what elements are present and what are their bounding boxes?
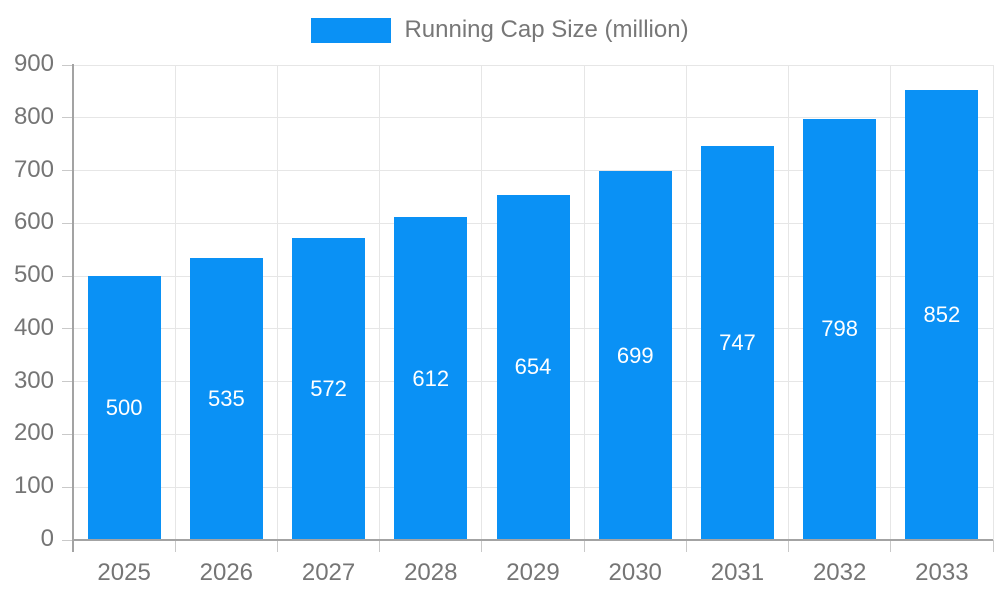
y-tick	[62, 222, 72, 224]
bar[interactable]: 612	[394, 217, 468, 540]
x-tick	[890, 540, 892, 552]
legend-swatch	[311, 17, 392, 43]
y-axis-label: 700	[13, 155, 54, 183]
legend-item[interactable]: Running Cap Size (million)	[0, 16, 1000, 43]
x-grid-line	[379, 65, 381, 540]
x-tick	[992, 540, 994, 552]
bar-value-label: 500	[105, 395, 143, 421]
bar[interactable]: 798	[803, 118, 877, 540]
bar-value-label: 654	[514, 354, 552, 380]
x-axis-label: 2032	[812, 559, 867, 586]
x-axis-label: 2030	[608, 559, 662, 586]
x-axis-label: 2028	[404, 559, 458, 586]
x-grid-line	[174, 65, 176, 540]
y-tick	[62, 539, 72, 541]
bar[interactable]: 654	[496, 194, 570, 540]
y-grid-line	[73, 64, 993, 66]
bar-value-label: 798	[821, 316, 859, 342]
bar-value-label: 852	[923, 302, 961, 328]
bar[interactable]: 500	[87, 276, 161, 540]
y-tick	[62, 381, 72, 383]
y-axis-label: 900	[13, 50, 54, 78]
x-axis-label: 2029	[506, 559, 560, 586]
x-grid-line	[685, 65, 687, 540]
bar[interactable]: 572	[292, 238, 366, 540]
y-axis-label: 400	[13, 313, 54, 341]
y-axis-line	[72, 64, 74, 552]
x-tick	[276, 540, 278, 552]
y-tick	[62, 170, 72, 172]
y-axis-label: 300	[13, 366, 54, 394]
x-axis-label: 2027	[301, 559, 356, 586]
x-tick	[174, 540, 176, 552]
x-tick	[788, 540, 790, 552]
y-axis-label: 600	[13, 208, 54, 236]
y-tick	[62, 328, 72, 330]
bar[interactable]: 699	[598, 171, 672, 540]
y-tick	[62, 64, 72, 66]
bar-value-label: 535	[207, 385, 245, 411]
y-axis-label: 800	[13, 102, 54, 130]
legend-label: Running Cap Size (million)	[404, 16, 689, 43]
x-tick	[685, 540, 687, 552]
x-tick	[379, 540, 381, 552]
x-grid-line	[788, 65, 790, 540]
bar-value-label: 572	[310, 376, 347, 402]
x-grid-line	[481, 65, 483, 540]
y-axis-label: 500	[13, 261, 54, 289]
x-tick	[481, 540, 483, 552]
bar-value-label: 699	[616, 342, 654, 368]
x-tick	[583, 540, 585, 552]
x-grid-line	[890, 65, 892, 540]
y-grid-line	[73, 117, 993, 119]
y-tick	[62, 117, 72, 119]
x-grid-line	[583, 65, 585, 540]
x-axis-line	[72, 539, 993, 541]
x-grid-line	[992, 65, 994, 540]
bar[interactable]: 747	[700, 145, 774, 540]
y-tick	[62, 275, 72, 277]
bar-value-label: 747	[719, 329, 756, 355]
y-axis-label: 200	[13, 419, 54, 447]
bar[interactable]: 852	[905, 90, 979, 540]
x-axis-label: 2026	[199, 559, 254, 586]
y-grid-line	[73, 170, 993, 172]
bar[interactable]: 535	[189, 257, 263, 540]
x-grid-line	[276, 65, 278, 540]
y-axis-label: 100	[13, 472, 54, 500]
y-tick	[62, 486, 72, 488]
y-axis-label: 0	[40, 525, 54, 553]
bar-value-label: 612	[412, 365, 450, 391]
x-axis-label: 2033	[915, 559, 969, 586]
y-tick	[62, 433, 72, 435]
x-axis-label: 2025	[97, 559, 151, 586]
x-axis-label: 2031	[710, 559, 765, 586]
